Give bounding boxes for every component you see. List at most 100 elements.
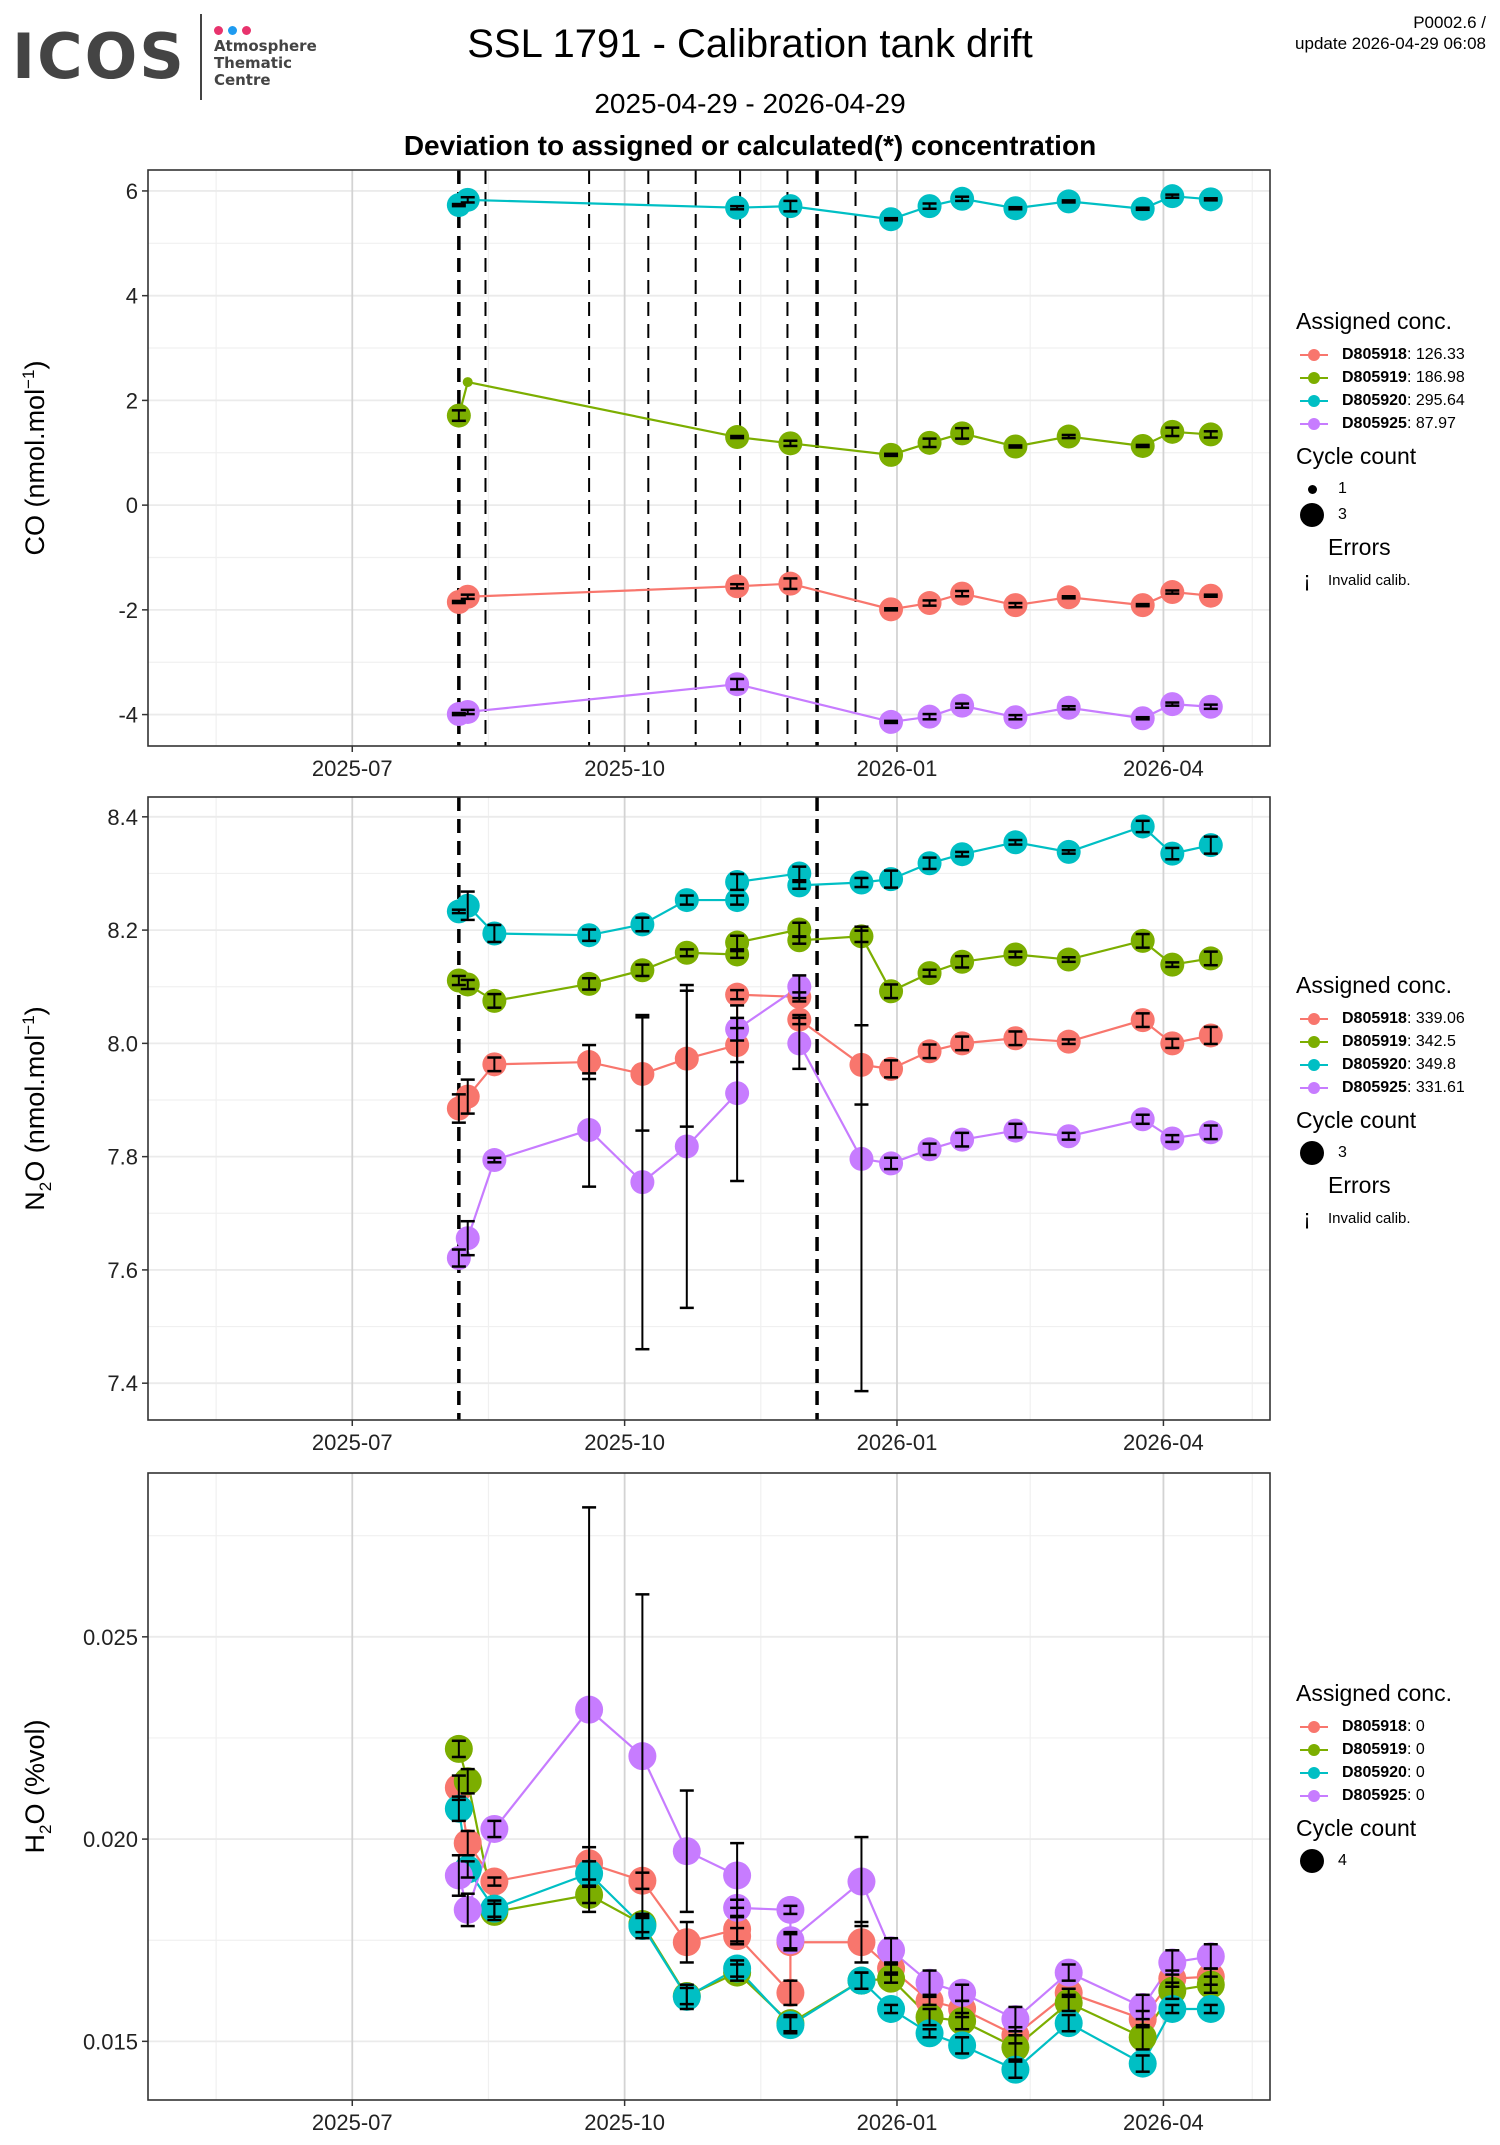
error-bar: [730, 1898, 745, 1918]
legend-swatch-icon: [1296, 1058, 1332, 1071]
error-bar: [1203, 593, 1218, 599]
error-bar: [922, 712, 937, 721]
cycle-count-title: Cycle count: [1296, 443, 1417, 469]
legend-assigned-value: : 349.8: [1406, 1055, 1456, 1073]
error-bar: [1008, 601, 1023, 609]
error-bar: [730, 934, 745, 951]
legend-item-D805919: D805919: 342.5: [1296, 1030, 1465, 1053]
error-bar: [955, 2011, 970, 2031]
error-bar: [1061, 199, 1076, 204]
legend-assigned-value: : 186.98: [1406, 368, 1465, 386]
series-line-D805925: [457, 984, 1211, 1259]
series-line-D805920: [457, 1808, 1211, 2071]
logo-subtitle: Atmosphere Thematic Centre: [213, 25, 317, 89]
error-bar: [679, 1920, 694, 1964]
error-bar: [730, 677, 745, 691]
error-bar: [1061, 1993, 1076, 2013]
series-line-D805920: [458, 825, 1212, 937]
error-bar: [487, 923, 502, 944]
error-bar: [922, 2007, 937, 2027]
panel-title: Deviation to assigned or calculated(*) c…: [403, 130, 1097, 161]
logo-wordmark: ICOS: [12, 20, 186, 93]
y-tick-label: 0: [126, 493, 138, 518]
legend-assigned-value: : 0: [1406, 1786, 1425, 1804]
error-bar: [854, 925, 869, 1393]
error-bar: [460, 708, 475, 716]
legend-swatch-icon: [1296, 371, 1332, 384]
y-tick-label: 8.0: [107, 1031, 138, 1056]
error-bar: [451, 908, 466, 915]
legend-swatch-icon: [1296, 1743, 1332, 1756]
cycle-count-label: 3: [1338, 506, 1347, 523]
panel-border: [147, 1472, 1271, 2101]
errors-label: Invalid calib.: [1328, 1209, 1411, 1227]
x-tick-label: 2026-01: [857, 2110, 938, 2135]
panel-co: 6 4 2 0 -2 -4 2025-07 2025-10 2026-01 2026-04 CO (…: [19, 169, 1271, 781]
error-bar: [679, 1789, 694, 1914]
error-bar: [922, 1995, 937, 2007]
panel-n2o: 8.4 8.2 8.0 7.8 7.6 7.4 2025-07 2025-10 2026-01 2…: [19, 796, 1271, 1455]
error-bar: [955, 1131, 970, 1148]
error-bar: [955, 850, 970, 858]
error-bar: [451, 409, 466, 423]
legend-swatch-icon: [1296, 1081, 1332, 1094]
panel-border: [147, 796, 1271, 1421]
error-bar: [1203, 1124, 1218, 1141]
error-bar: [1008, 444, 1023, 449]
error-bar: [460, 1767, 475, 1795]
date-range: 2025-04-29 - 2026-04-29: [594, 88, 906, 119]
logo-line: Thematic: [213, 53, 292, 72]
legend-tank-id: D805919: [1342, 1740, 1407, 1758]
y-tick-label: 0.015: [83, 2029, 138, 2054]
legend-item-D805918: D805918: 0: [1296, 1715, 1452, 1738]
error-bar: [1061, 1963, 1076, 1982]
cycle-count-item: 3: [1296, 1140, 1465, 1166]
error-bar: [1008, 2034, 1023, 2061]
error-bar: [1008, 713, 1023, 721]
error-bar: [730, 872, 745, 892]
legend-swatch-icon: [1296, 348, 1332, 361]
data-point-D805919: [462, 377, 473, 388]
error-bar: [884, 2003, 899, 2015]
legend-item-D805920: D805920: 0: [1296, 1761, 1452, 1784]
error-bar: [582, 928, 597, 943]
error-bar: [955, 1035, 970, 1052]
y-tick-label: 2: [126, 388, 138, 413]
error-bar: [1061, 1038, 1076, 1046]
logo-dot: [241, 25, 251, 35]
error-bar: [730, 204, 745, 211]
legend-item-D805925: D805925: 87.97: [1296, 412, 1465, 435]
error-bar: [922, 1142, 937, 1157]
error-bar: [854, 1971, 869, 1991]
legend-assigned-value: : 331.61: [1406, 1078, 1465, 1096]
error-bar: [1135, 2054, 1150, 2073]
x-tick-label: 2026-04: [1123, 756, 1204, 781]
error-bar: [783, 2015, 798, 2035]
error-bar: [783, 439, 798, 448]
error-bar: [1165, 589, 1180, 595]
error-bar: [955, 1983, 970, 2003]
legend-item-D805919: D805919: 0: [1296, 1738, 1452, 1761]
y-tick-label: -4: [118, 703, 138, 728]
error-bar: [884, 452, 899, 458]
error-bar: [884, 869, 899, 889]
error-bar: [783, 199, 798, 213]
x-tick-label: 2026-04: [1123, 2110, 1204, 2135]
legend-tank-id: D805918: [1342, 345, 1407, 363]
error-bar: [884, 1973, 899, 1984]
error-bar: [582, 976, 597, 991]
cycle-count-item: 4: [1296, 1848, 1452, 1874]
error-bar: [792, 935, 807, 945]
y-tick-label: 8.4: [107, 805, 138, 830]
error-bar: [451, 1739, 466, 1759]
version-info: P0002.6 / update 2026-04-29 06:08: [1295, 12, 1486, 54]
update-timestamp: update 2026-04-29 06:08: [1295, 34, 1486, 53]
y-tick-label: 7.8: [107, 1145, 138, 1170]
series-line-D805925: [457, 1708, 1211, 2021]
error-bar: [487, 1156, 502, 1164]
error-bar: [922, 1043, 937, 1060]
logo-dots-icon: [213, 25, 317, 35]
error-bar: [1135, 1993, 1150, 2021]
legend-item-D805919: D805919: 186.98: [1296, 366, 1465, 389]
error-bar: [783, 577, 798, 591]
